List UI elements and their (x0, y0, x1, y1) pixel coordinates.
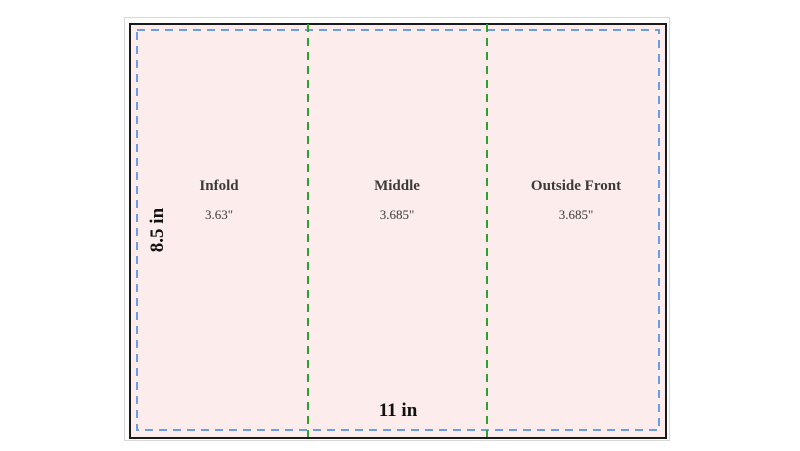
height-dimension-label: 8.5 in (147, 207, 168, 253)
safe-zone-line (136, 29, 660, 431)
diagram-frame (124, 17, 670, 441)
panel-title-middle: Middle (374, 178, 420, 194)
panel-width-middle: 3.685" (379, 207, 415, 222)
panel-title-outside-front: Outside Front (530, 178, 622, 194)
panel-width-infold: 3.63" (204, 207, 234, 222)
paper-sheet (129, 23, 667, 439)
panel-title-infold: Infold (199, 178, 239, 194)
width-dimension-label: 11 in (378, 400, 418, 421)
panel-width-outside-front: 3.685" (558, 207, 594, 222)
